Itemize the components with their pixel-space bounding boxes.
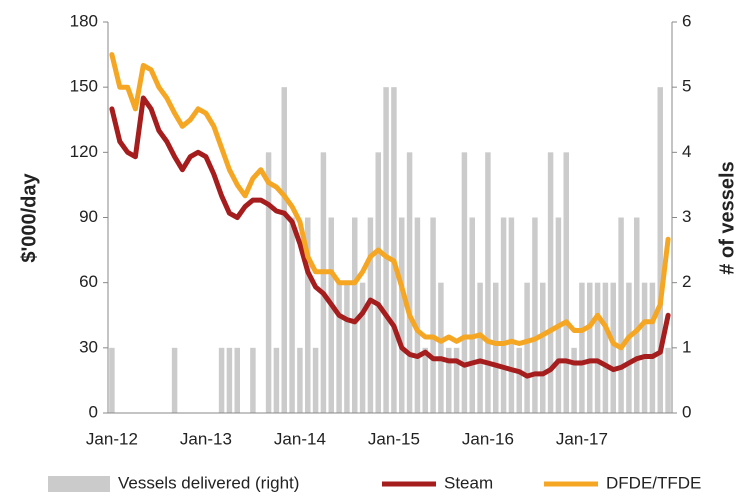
y-tick-label: 90 — [79, 207, 98, 226]
x-tick-label: Jan-14 — [274, 429, 326, 448]
bar — [500, 217, 507, 413]
bar — [508, 217, 515, 413]
line-series — [109, 95, 671, 379]
y2-tick-label: 6 — [682, 11, 691, 30]
bar — [438, 282, 444, 413]
bar — [602, 282, 609, 413]
legend-label: Vessels delivered (right) — [118, 473, 299, 492]
bar — [477, 282, 483, 413]
bar — [375, 152, 381, 414]
bar — [391, 87, 397, 414]
bar — [516, 347, 522, 413]
y-tick-label: 0 — [89, 402, 98, 421]
y2-tick-label: 4 — [682, 142, 691, 161]
bar — [383, 87, 389, 414]
bar — [344, 282, 350, 413]
bar — [587, 282, 593, 413]
bar — [618, 217, 624, 413]
bar — [571, 347, 577, 413]
bar — [453, 347, 460, 413]
y-tick-label: 180 — [70, 11, 98, 30]
y-tick-label: 60 — [79, 272, 98, 291]
bar — [461, 152, 468, 414]
bar — [352, 217, 358, 413]
bar — [532, 217, 538, 413]
y2-tick-label: 1 — [682, 337, 691, 356]
y-tick-label: 120 — [70, 142, 98, 161]
bar — [493, 282, 499, 413]
x-tick-label: Jan-13 — [180, 429, 232, 448]
bar — [555, 217, 562, 413]
bar — [579, 282, 585, 413]
bar — [305, 217, 311, 413]
bar — [320, 152, 327, 414]
bar — [524, 282, 530, 413]
bar — [265, 152, 272, 414]
bar — [594, 282, 601, 413]
bar — [406, 152, 413, 414]
bar — [610, 282, 616, 413]
legend-swatch — [48, 476, 110, 492]
bar — [540, 282, 546, 413]
bar — [430, 217, 436, 413]
bar — [469, 217, 475, 413]
y2-tick-label: 2 — [682, 272, 691, 291]
legend-label: Steam — [444, 473, 493, 492]
bar — [563, 152, 569, 414]
y2-axis-title: # of vessels — [716, 161, 738, 274]
bar — [649, 282, 656, 413]
bar — [273, 347, 280, 413]
bar — [641, 282, 648, 413]
bar — [281, 87, 287, 414]
bar — [422, 347, 428, 413]
x-tick-label: Jan-16 — [462, 429, 514, 448]
bar — [657, 87, 663, 414]
y2-tick-label: 3 — [682, 207, 691, 226]
bar — [328, 217, 334, 413]
bar — [250, 347, 256, 413]
bar — [312, 347, 319, 413]
line-series — [109, 52, 671, 351]
bar — [297, 347, 303, 413]
bar — [414, 217, 421, 413]
bar — [626, 282, 632, 413]
x-tick-label: Jan-15 — [368, 429, 420, 448]
bar — [226, 347, 233, 413]
bar — [336, 282, 342, 413]
y-axis-title: $'000/day — [18, 172, 40, 262]
bar — [446, 347, 452, 413]
y-tick-label: 150 — [70, 77, 98, 96]
x-tick-label: Jan-17 — [556, 429, 608, 448]
bar — [218, 347, 225, 413]
bar — [547, 152, 554, 414]
y2-tick-label: 5 — [682, 77, 691, 96]
bar — [289, 217, 295, 413]
bar — [665, 347, 671, 413]
bar — [171, 347, 178, 413]
legend-label: DFDE/TFDE — [606, 473, 701, 492]
bar — [485, 152, 491, 414]
bar — [234, 347, 240, 413]
x-tick-label: Jan-12 — [86, 429, 138, 448]
bar — [634, 217, 640, 413]
y2-tick-label: 0 — [682, 402, 691, 421]
bar — [359, 282, 366, 413]
bar — [367, 217, 374, 413]
y-tick-label: 30 — [79, 337, 98, 356]
bar — [109, 347, 115, 413]
bar — [399, 217, 405, 413]
